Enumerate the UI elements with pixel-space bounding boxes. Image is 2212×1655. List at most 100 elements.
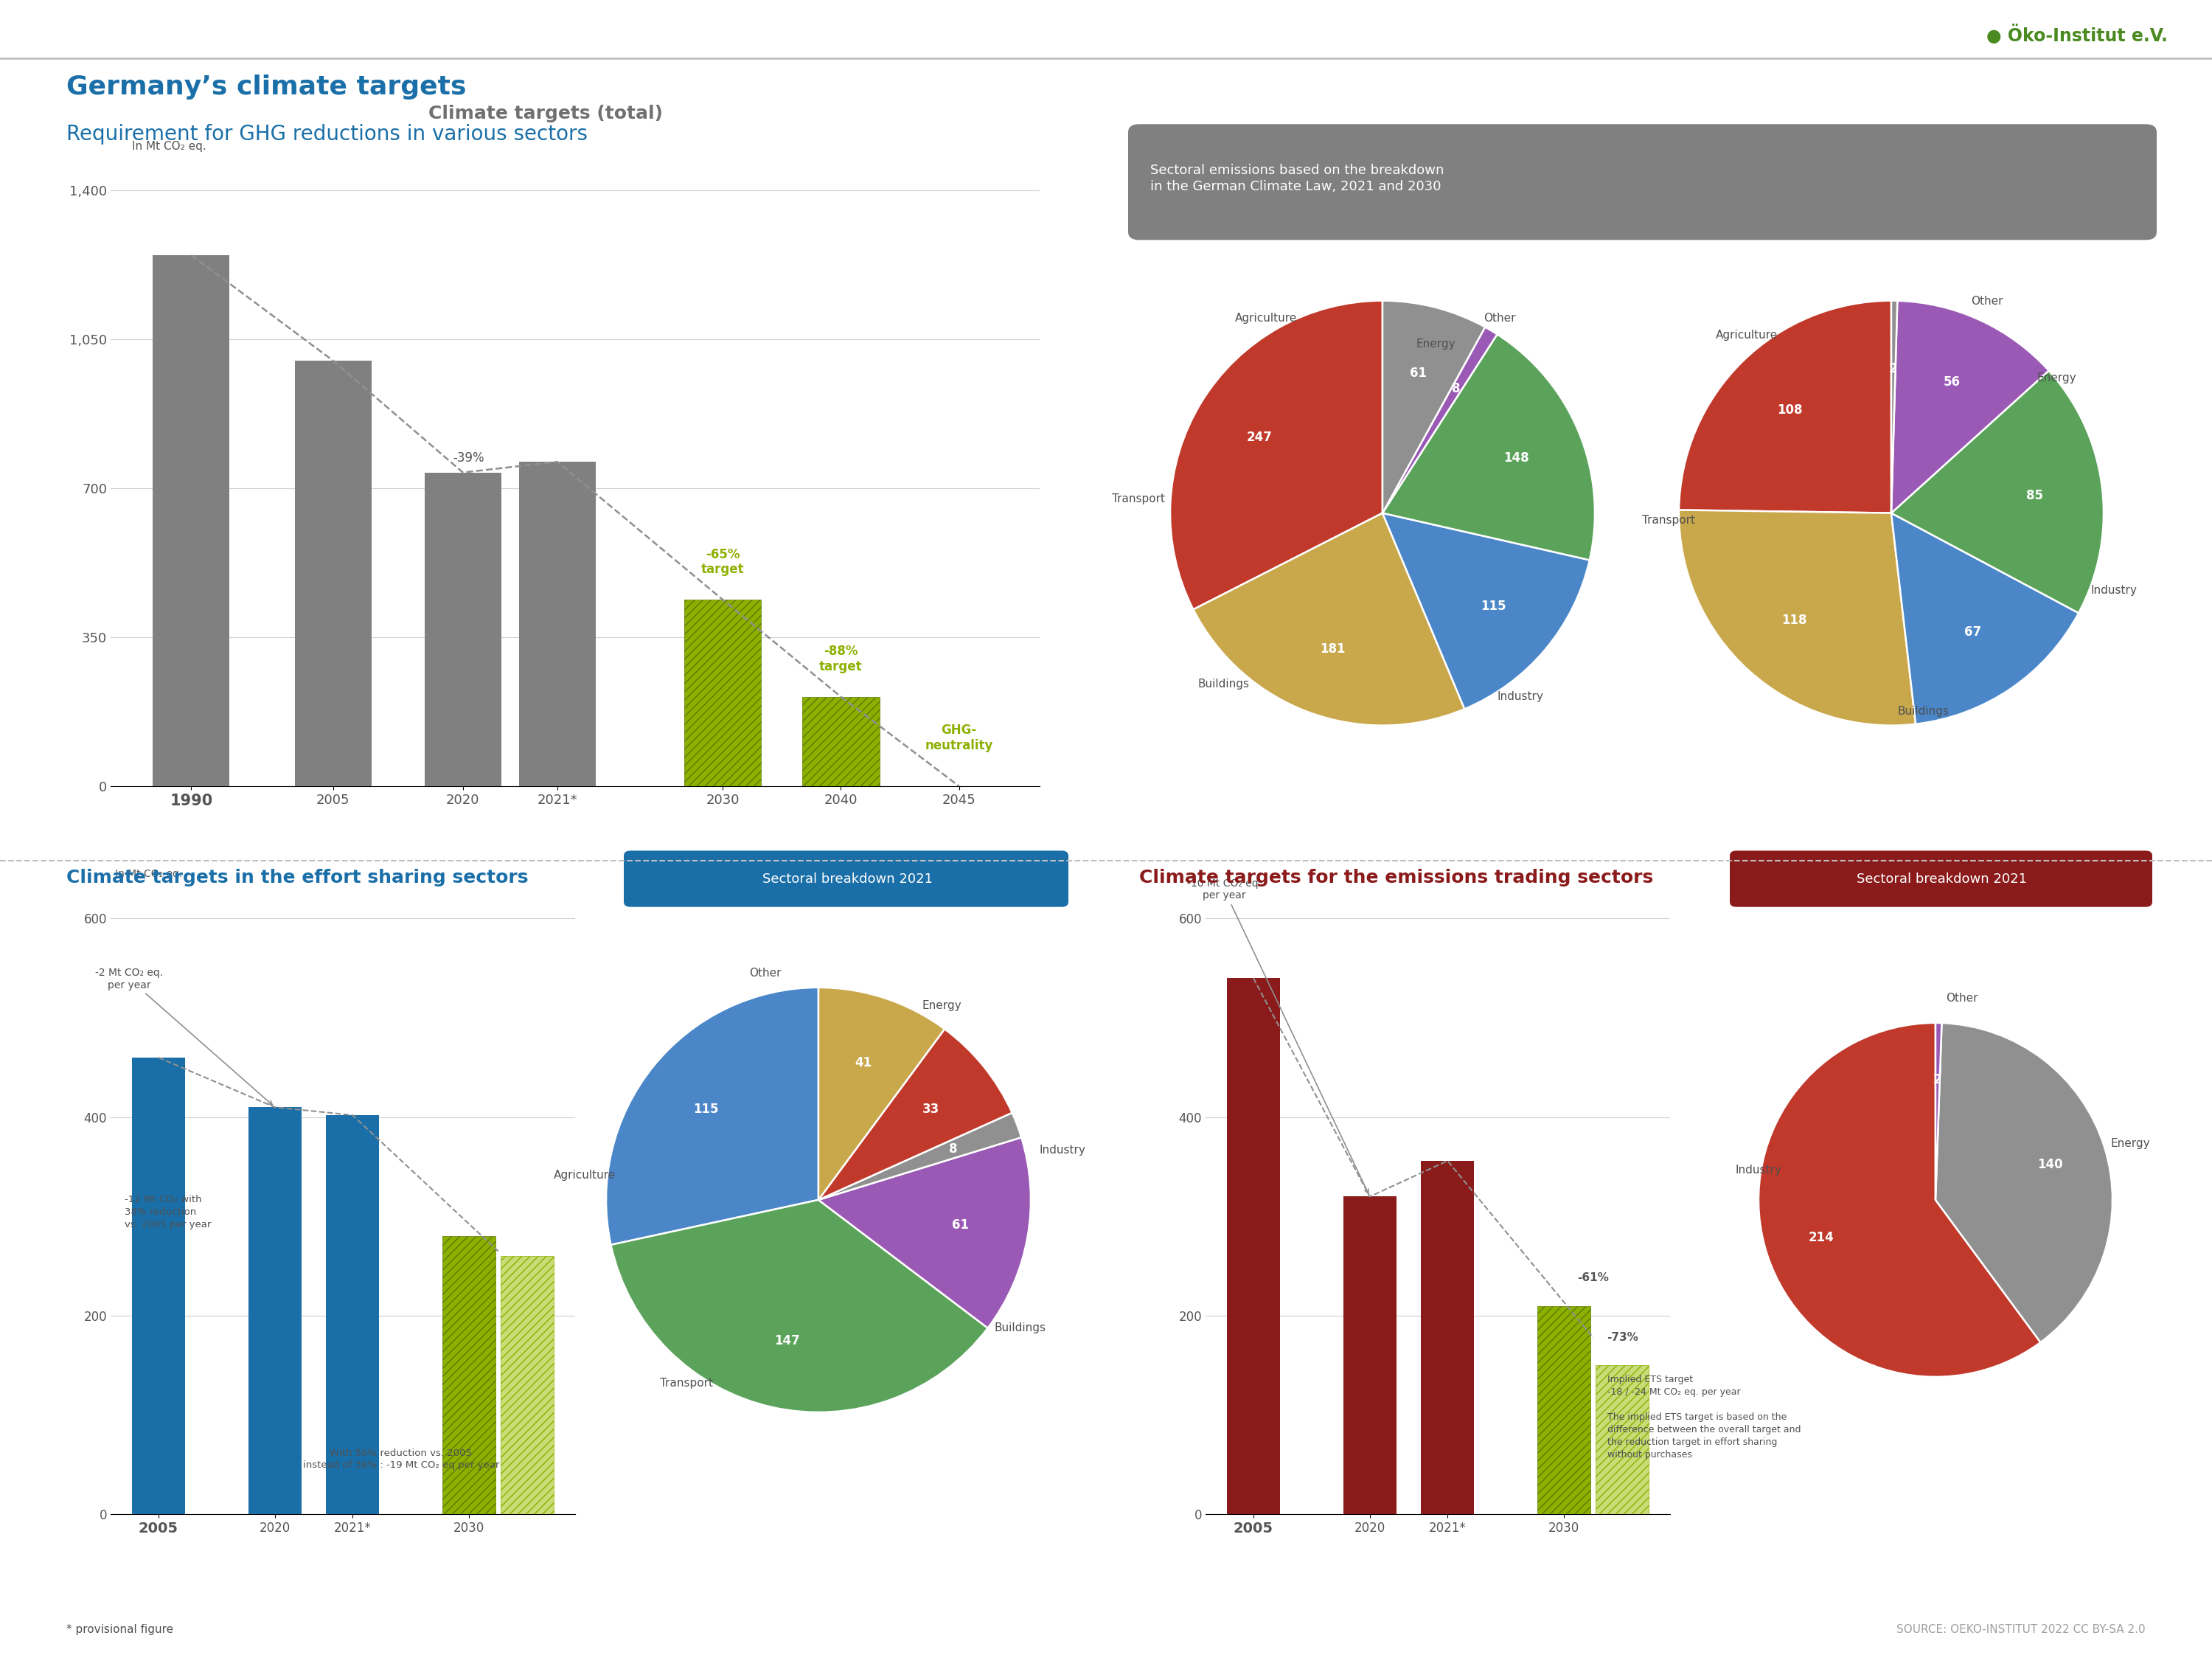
Text: Sectoral breakdown 2021: Sectoral breakdown 2021 — [1858, 872, 2026, 885]
Text: With 50% reduction vs. 2005
instead of 38% : -19 Mt CO₂ eq per year: With 50% reduction vs. 2005 instead of 3… — [303, 1448, 500, 1470]
Bar — [442, 1236, 495, 1514]
Wedge shape — [818, 1112, 1022, 1200]
Text: 41: 41 — [856, 1056, 872, 1069]
Text: 8: 8 — [1451, 382, 1460, 396]
Text: Industry: Industry — [2090, 584, 2137, 596]
Text: 108: 108 — [1776, 404, 1803, 417]
Text: Other: Other — [1947, 993, 1978, 1005]
Text: 147: 147 — [774, 1334, 801, 1347]
Text: 2: 2 — [1889, 362, 1898, 376]
Text: 33: 33 — [922, 1102, 940, 1115]
Text: -65%
target: -65% target — [701, 548, 745, 576]
Text: 56: 56 — [1944, 376, 1960, 389]
Text: Buildings: Buildings — [1898, 707, 1949, 717]
Wedge shape — [1891, 513, 2079, 723]
Text: In Mt CO₂ eq.: In Mt CO₂ eq. — [133, 141, 206, 152]
Text: 67: 67 — [1964, 626, 1982, 639]
Bar — [1537, 1306, 1590, 1514]
Text: ● Öko-Institut e.V.: ● Öko-Institut e.V. — [1986, 25, 2168, 45]
Text: 8: 8 — [949, 1142, 958, 1155]
Text: 181: 181 — [1321, 642, 1345, 655]
Text: Transport: Transport — [659, 1379, 712, 1389]
Text: Other: Other — [1484, 313, 1515, 324]
Text: 115: 115 — [692, 1102, 719, 1115]
Wedge shape — [1192, 513, 1464, 725]
Wedge shape — [611, 1200, 989, 1412]
Wedge shape — [1891, 301, 2048, 513]
Bar — [1228, 978, 1281, 1514]
Text: Germany’s climate targets: Germany’s climate targets — [66, 74, 467, 99]
Text: -2 Mt CO₂ eq.
per year: -2 Mt CO₂ eq. per year — [95, 968, 272, 1106]
Text: * provisional figure: * provisional figure — [66, 1624, 173, 1635]
Text: 148: 148 — [1504, 452, 1528, 465]
Bar — [325, 1115, 378, 1514]
Text: SOURCE: OEKO-INSTITUT 2022 CC BY-SA 2.0: SOURCE: OEKO-INSTITUT 2022 CC BY-SA 2.0 — [1896, 1624, 2146, 1635]
Text: In Mt CO₂ eq.: In Mt CO₂ eq. — [115, 869, 181, 879]
Text: Climate targets (total): Climate targets (total) — [429, 104, 664, 122]
Text: -12 Mt CO₂ with
38% reduction
vs. 2005 per year: -12 Mt CO₂ with 38% reduction vs. 2005 p… — [124, 1195, 210, 1230]
Wedge shape — [1679, 301, 1891, 513]
Text: 140: 140 — [2037, 1157, 2064, 1172]
Text: Transport: Transport — [1641, 515, 1694, 526]
Text: Climate targets in the effort sharing sectors: Climate targets in the effort sharing se… — [66, 869, 529, 887]
Wedge shape — [1382, 328, 1498, 513]
Bar — [803, 697, 880, 786]
Text: Other: Other — [750, 968, 781, 980]
Text: 247: 247 — [1248, 430, 1272, 444]
Text: Agriculture: Agriculture — [1234, 313, 1296, 324]
Wedge shape — [1891, 301, 1898, 513]
Text: GHG-
neutrality: GHG- neutrality — [925, 723, 993, 751]
Text: Buildings: Buildings — [995, 1322, 1046, 1334]
Text: -73%: -73% — [1606, 1332, 1639, 1342]
Wedge shape — [1679, 510, 1916, 725]
Text: -39%: -39% — [453, 452, 484, 465]
Bar — [425, 472, 502, 786]
Text: 85: 85 — [2026, 488, 2044, 501]
Text: Energy: Energy — [2110, 1139, 2150, 1149]
Text: 61: 61 — [1409, 366, 1427, 379]
Text: Energy: Energy — [1416, 339, 1455, 349]
Bar — [520, 462, 595, 786]
Bar — [684, 599, 761, 786]
Wedge shape — [606, 988, 818, 1245]
Text: Energy: Energy — [922, 1000, 962, 1011]
Text: Agriculture: Agriculture — [1717, 329, 1778, 341]
Wedge shape — [818, 1137, 1031, 1327]
Bar — [133, 1058, 186, 1514]
Bar — [500, 1256, 553, 1514]
Text: Climate targets for the emissions trading sectors: Climate targets for the emissions tradin… — [1139, 869, 1652, 887]
Bar — [294, 361, 372, 786]
Wedge shape — [1382, 513, 1590, 708]
Text: 214: 214 — [1809, 1231, 1834, 1245]
Text: Industry: Industry — [1498, 692, 1544, 702]
Text: -10 Mt CO₂ eq.
per year: -10 Mt CO₂ eq. per year — [1188, 879, 1369, 1193]
Text: 61: 61 — [951, 1218, 969, 1231]
Text: Transport: Transport — [1113, 493, 1166, 505]
Text: -61%: -61% — [1577, 1273, 1608, 1283]
Text: 115: 115 — [1480, 599, 1506, 612]
Text: Sectoral breakdown 2021: Sectoral breakdown 2021 — [761, 872, 933, 885]
Wedge shape — [1759, 1023, 2039, 1377]
Text: 2: 2 — [1933, 1072, 1942, 1086]
Text: Energy: Energy — [2037, 372, 2077, 384]
Text: 118: 118 — [1781, 614, 1807, 627]
Text: Implied ETS target
-18 / -24 Mt CO₂ eq. per year

The implied ETS target is base: Implied ETS target -18 / -24 Mt CO₂ eq. … — [1608, 1375, 1801, 1460]
Text: -88%
target: -88% target — [818, 645, 863, 674]
Bar — [248, 1107, 301, 1514]
Bar — [153, 255, 230, 786]
Bar — [1595, 1365, 1648, 1514]
Wedge shape — [1382, 301, 1484, 513]
Text: Requirement for GHG reductions in various sectors: Requirement for GHG reductions in variou… — [66, 124, 588, 144]
Text: Sectoral emissions based on the breakdown
in the German Climate Law, 2021 and 20: Sectoral emissions based on the breakdow… — [1150, 164, 1444, 194]
Text: Industry: Industry — [1040, 1144, 1086, 1155]
Text: Buildings: Buildings — [1197, 679, 1250, 690]
Wedge shape — [1170, 301, 1382, 609]
Bar — [1420, 1160, 1473, 1514]
Wedge shape — [1891, 371, 2104, 612]
Wedge shape — [1935, 1023, 2112, 1342]
Wedge shape — [1935, 1023, 1942, 1200]
Wedge shape — [1382, 334, 1595, 559]
Text: Agriculture: Agriculture — [553, 1170, 615, 1182]
Wedge shape — [818, 988, 945, 1200]
Text: Other: Other — [1971, 296, 2002, 308]
